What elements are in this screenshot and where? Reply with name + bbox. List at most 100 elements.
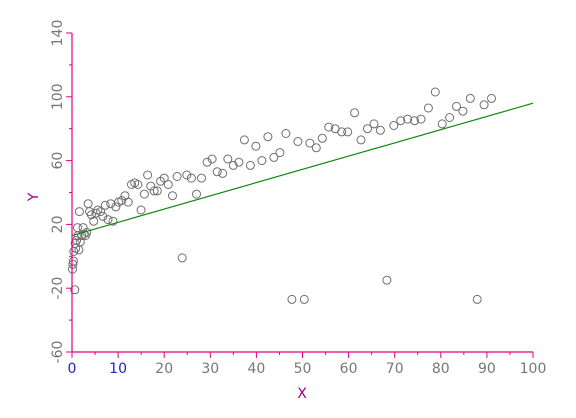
data-point [149,186,159,196]
data-point [317,133,327,143]
data-point [430,87,440,97]
data-point [363,124,372,134]
data-point [337,127,347,137]
data-point [311,143,321,153]
data-point [263,132,273,142]
data-point [70,285,80,295]
data-point [111,202,121,212]
data-point [133,180,143,189]
data-point [143,170,153,180]
data-point [257,156,267,166]
data-point [350,108,360,118]
x-tick-label: 40 [247,361,265,377]
data-point [74,207,84,217]
axes [66,32,534,358]
data-point [356,135,366,145]
data-point [269,152,279,162]
data-point [234,157,244,167]
x-tick-label: 30 [201,361,219,377]
data-point [86,210,96,220]
data-point [223,154,233,164]
y-tick-label: 20 [50,215,66,233]
data-point [299,294,309,304]
data-point [487,93,496,103]
data-point [437,119,447,129]
data-point [281,129,291,138]
data-point [123,197,133,207]
x-tick-label: 10 [109,361,127,377]
data-point [182,170,192,180]
data-point [389,121,399,130]
data-point [136,205,146,215]
x-tick-label: 100 [520,361,547,377]
data-point [410,116,419,126]
y-tick-label: 100 [50,83,66,110]
y-tick-label: -60 [50,341,66,364]
data-point [245,160,255,170]
data-point [382,275,392,285]
data-point [75,237,85,247]
data-point [369,119,379,129]
data-point [83,199,93,209]
x-tick-label: 60 [340,361,358,377]
data-point [396,116,406,126]
data-point [68,259,78,269]
data-point [287,294,297,304]
data-point [108,216,118,226]
data-point [305,138,315,148]
data-point [293,137,303,146]
data-point [275,148,285,158]
data-point [146,181,156,191]
data-point [423,103,433,113]
data-markers [68,87,496,304]
data-point [207,154,217,164]
data-point [117,196,127,205]
data-point [472,294,482,304]
data-point [68,256,78,266]
y-tick-label: -20 [50,277,66,300]
data-point [98,211,108,221]
tick-labels: 0 10 20 30 40 50 60 70 80 90 100 -60 -20 20 60 100 140 [50,20,546,377]
data-point [479,100,489,110]
data-point [218,168,228,178]
data-point [152,186,162,196]
data-point [172,172,182,181]
data-point [324,122,334,132]
data-point [177,253,187,263]
data-point [239,135,249,145]
data-point [375,125,385,135]
y-tick-label: 60 [50,152,66,170]
data-point [228,160,238,170]
data-point [139,189,149,199]
data-point [93,205,103,215]
fit-line [71,102,534,237]
data-point [343,127,353,137]
data-point [192,189,201,199]
y-axis-label: Y [26,192,42,202]
data-point [79,229,89,239]
data-point [458,106,468,116]
data-point [416,114,426,124]
y-tick-label: 140 [50,20,66,47]
data-point [465,93,475,103]
x-tick-label: 80 [432,361,450,377]
data-point [197,173,206,183]
x-tick-label: 70 [386,361,404,377]
data-point [202,157,212,167]
data-point [445,113,455,122]
data-point [186,173,196,183]
data-point [159,173,169,183]
fit-line-layer [71,102,534,237]
x-tick-label: 0 [68,361,77,377]
data-point [251,141,261,151]
data-point [89,216,99,226]
data-point [100,200,110,210]
data-point [403,114,413,124]
data-point [96,207,106,217]
data-point [212,167,222,177]
data-point [168,191,177,201]
x-tick-label: 20 [155,361,173,377]
x-tick-label: 50 [294,361,312,377]
data-point [103,215,113,225]
